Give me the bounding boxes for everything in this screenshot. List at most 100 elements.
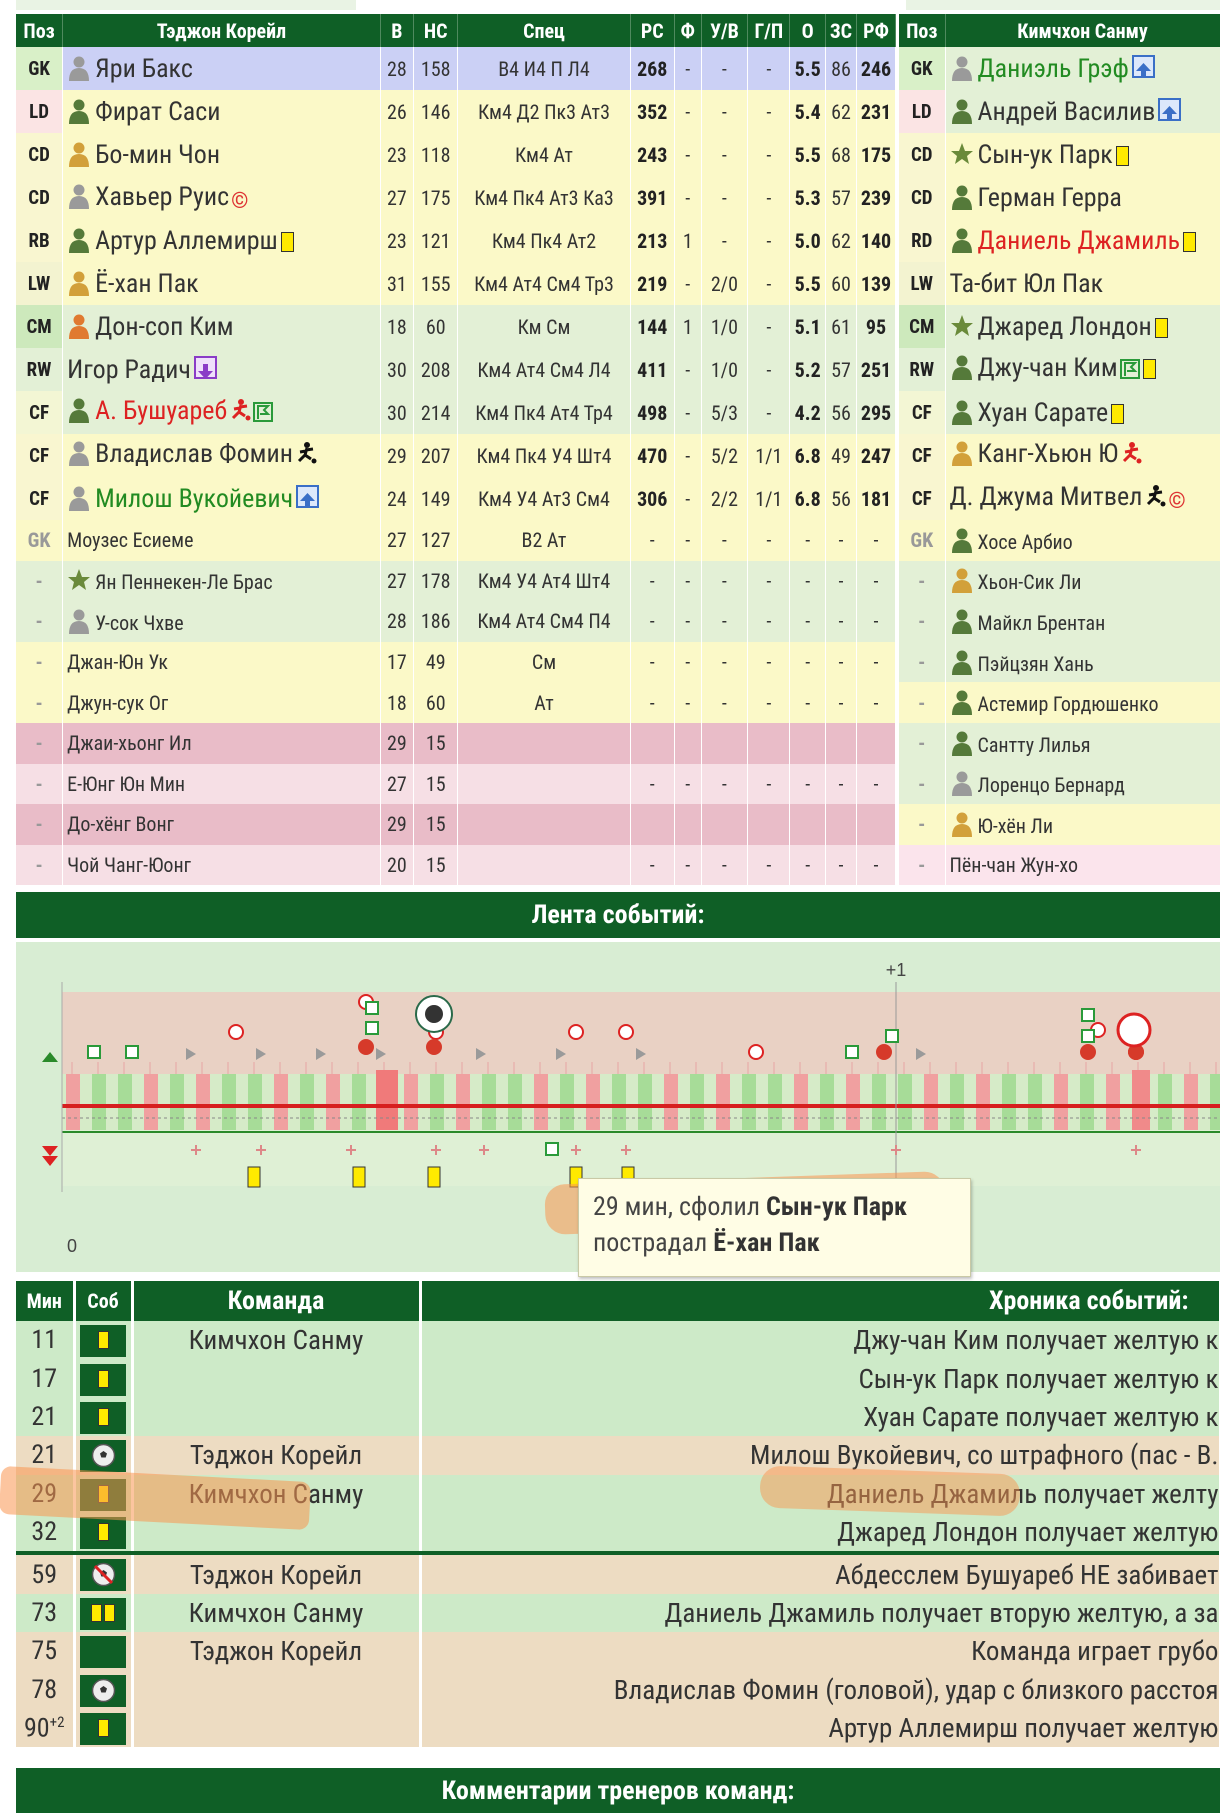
player-name[interactable]: Пэйцзян Хань [977,651,1094,676]
col-pos[interactable]: Поз [899,14,946,47]
sub-row[interactable]: - Лоренцо Бернард [899,763,1220,805]
sub-row[interactable]: - Астемир Гордюшенко [899,682,1220,723]
col-f[interactable]: Ф [674,14,702,47]
player-name-cell[interactable]: Пэйцзян Хань [945,641,1220,683]
player-name-cell[interactable]: Фират Саси [62,90,381,133]
player-name-cell[interactable]: Яри Бакс [62,47,381,90]
event-description[interactable]: Сын-ук Парк получает желтую к [420,1359,1220,1398]
col-rs[interactable]: РС [630,14,675,47]
player-name[interactable]: Хосе Арбио [977,529,1073,554]
player-name[interactable]: Хуан Сарате [977,397,1109,428]
player-row[interactable]: RB Артур Аллемирш 23 121 Км4 Пк4 Ат2 213 1- -5.… [16,219,896,262]
player-name[interactable]: Пён-чан Жун-хо [949,853,1078,878]
player-name-cell[interactable]: Хуан Сарате [945,391,1220,434]
sub-row[interactable]: - Пён-чан Жун-хо [899,844,1220,886]
player-name-cell[interactable]: Астемир Гордюшенко [945,682,1220,723]
player-name[interactable]: Даниэль Грэф [977,53,1129,84]
player-name[interactable]: Бо-мин Чон [95,139,221,170]
player-name[interactable]: Ян Пеннекен-Ле Брас [95,570,273,595]
player-name[interactable]: Джан-Юн Ук [67,650,168,675]
event-description[interactable]: Владислав Фомин (головой), удар с близко… [420,1670,1220,1709]
sub-row[interactable]: - Пэйцзян Хань [899,641,1220,683]
player-row[interactable]: RW Джу-чан Ким [899,348,1220,391]
player-row[interactable]: RD Даниель Джамиль [899,219,1220,262]
player-row[interactable]: LD Андрей Василив [899,90,1220,133]
player-name-cell[interactable]: Сантту Лилья [945,722,1220,764]
player-name-cell[interactable]: Пён-чан Жун-хо [945,844,1220,886]
player-name[interactable]: Герман Герра [977,182,1122,213]
player-name-cell[interactable]: Чой Чанг-Юонг [62,844,381,886]
player-row[interactable]: CD Герман Герра [899,176,1220,219]
col-spec[interactable]: Спец [457,14,631,47]
player-name[interactable]: Хавьер Руис [95,181,230,212]
chronicle-row[interactable]: 17 Сын-ук Парк получает желтую к [16,1359,1220,1398]
col-uv[interactable]: У/В [701,14,749,47]
event-team[interactable]: Тэджон Корейл [132,1555,422,1594]
player-name[interactable]: Ё-хан Пак [95,268,199,299]
player-name[interactable]: Фират Саси [95,96,221,127]
player-name[interactable]: Хьон-Сик Ли [977,570,1082,595]
chronicle-row[interactable]: 11 Кимчхон Санму Джу-чан Ким получает желт… [16,1321,1220,1360]
player-name[interactable]: Игор Радич [67,354,191,385]
player-name-cell[interactable]: Джун-сук Ог [62,682,381,723]
event-description[interactable]: Абдесслем Бушуареб НЕ забивает [420,1555,1220,1594]
event-team[interactable] [132,1670,422,1709]
player-name-cell[interactable]: Дон-соп Ким [62,305,381,348]
player-name-cell[interactable]: Майкл Брентан [945,601,1220,642]
player-name-cell[interactable]: Владислав Фомин [62,434,381,477]
player-row[interactable]: CD Хавьер Руис© 27 175 Км4 Пк4 Ат3 Ка3 391- - -… [16,176,896,219]
player-name-cell[interactable]: Е-Юнг Юн Мин [62,763,381,805]
event-team[interactable]: Тэджон Корейл [132,1632,422,1671]
sub-row[interactable]: - Джун-сук Ог 18 60 Ат - - - - - - - [16,682,896,723]
player-row[interactable]: CM Дон-соп Ким 18 60 Км См 144 1 1/0-5.1 61 95 [16,305,896,348]
player-name[interactable]: Астемир Гордюшенко [977,692,1159,717]
col-rf[interactable]: РФ [856,14,896,47]
col-zs[interactable]: ЗС [825,14,858,47]
sub-row[interactable]: - Ю-хён Ли [899,804,1220,845]
player-name-cell[interactable]: Хавьер Руис© [62,176,381,219]
player-name[interactable]: Андрей Василив [977,96,1156,127]
player-name[interactable]: Ю-хён Ли [977,813,1054,838]
player-name-cell[interactable]: Милош Вукойевич [62,477,381,520]
player-name[interactable]: Джун-сук Ог [67,690,169,715]
player-name[interactable]: Та-бит Юл Пак [949,268,1104,299]
event-team[interactable] [132,1359,422,1398]
player-name[interactable]: Д. Джума Митвел [949,482,1143,512]
chronicle-row[interactable]: 90+2 Артур Аллемирш получает желтую [16,1708,1220,1748]
player-name[interactable]: До-хёнг Вонг [67,812,175,837]
player-name-cell[interactable]: Даниель Джамиль [945,219,1220,262]
player-name-cell[interactable]: Андрей Василив [945,90,1220,133]
player-name-cell[interactable]: Канг-Хьюн Ю [945,434,1220,477]
chronicle-row[interactable]: 21 Хуан Сарате получает желтую к [16,1397,1220,1437]
sub-row[interactable]: - Джан-Юн Ук 17 49 См - - - - - - - [16,641,896,683]
sub-row[interactable]: - Майкл Брентан [899,601,1220,642]
player-name-cell[interactable]: Джан-Юн Ук [62,641,381,683]
player-name-cell[interactable]: Игор Радич [62,348,381,391]
player-name-cell[interactable]: А. Бушуареб [62,391,381,434]
event-description[interactable]: Артур Аллемирш получает желтую [420,1708,1220,1748]
player-row[interactable]: CF Д. Джума Митвел © [899,477,1220,520]
player-row[interactable]: CD Сын-ук Парк [899,133,1220,176]
player-row[interactable]: CD Бо-мин Чон 23 118 Км4 Ат 243- - -5.5 68 175 [16,133,896,176]
sub-row[interactable]: - Ян Пеннекен-Ле Брас 27 178 Км4 У4 Ат4 Шт4-… [16,560,896,602]
player-name[interactable]: Чой Чанг-Юонг [67,853,192,878]
player-name[interactable]: Е-Юнг Юн Мин [67,771,186,796]
col-age[interactable]: В [380,14,415,47]
chronicle-row[interactable]: 21 Тэджон Корейл Милош Вукойевич, со штраф… [16,1436,1220,1475]
event-team[interactable] [132,1397,422,1437]
event-description[interactable]: Даниель Джамиль получает вторую желтую, … [420,1593,1220,1633]
player-name[interactable]: Сантту Лилья [977,732,1091,757]
event-description[interactable]: Джаред Лондон получает желтую [420,1512,1220,1552]
player-row[interactable]: GK Яри Бакс 28 158 В4 И4 П Л4 268- - -5.5 86 246 [16,47,896,90]
player-name[interactable]: Канг-Хьюн Ю [977,439,1119,469]
sub-row[interactable]: - У-сок Чхве 28 186 Км4 Ат4 См4 П4- - - - - - - [16,601,896,642]
event-team[interactable]: Кимчхон Санму [132,1321,422,1360]
event-team[interactable]: Тэджон Корейл [132,1436,422,1475]
col-o[interactable]: О [789,14,826,47]
event-description[interactable]: Хуан Сарате получает желтую к [420,1397,1220,1437]
player-name[interactable]: Лоренцо Бернард [977,773,1125,798]
chronicle-row[interactable]: 75 Тэджон Корейл Команда играет грубо [16,1632,1220,1671]
player-row[interactable]: CF Хуан Сарате [899,391,1220,434]
col-pos[interactable]: Поз [16,14,64,47]
event-team[interactable] [132,1708,422,1748]
